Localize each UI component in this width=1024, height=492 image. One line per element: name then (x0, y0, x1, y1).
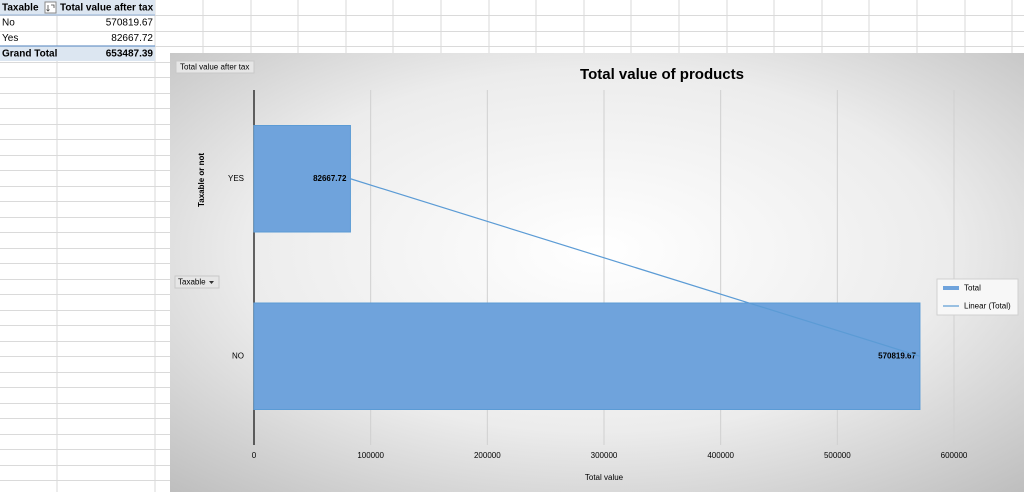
filter-icon (46, 4, 55, 12)
x-axis-title: Total value (585, 473, 624, 482)
bar (253, 302, 921, 410)
dropdown-arrow (209, 281, 214, 284)
row-value: 82667.72 (111, 33, 153, 44)
header-band (0, 0, 155, 15)
bar (253, 125, 351, 233)
header-cell: Total value after tax (60, 3, 154, 14)
y-tick-label: NO (232, 351, 244, 360)
x-tick-label: 300000 (591, 451, 618, 460)
field-button-label: Taxable (178, 278, 206, 287)
x-tick-label: 600000 (941, 451, 968, 460)
legend-box (936, 278, 1019, 316)
row-label: Yes (2, 33, 18, 44)
y-tick-label: YES (228, 174, 244, 183)
x-tick-label: 200000 (474, 451, 501, 460)
x-tick-label: 100000 (357, 451, 384, 460)
field-button[interactable] (174, 275, 220, 289)
total-value: 653487.39 (106, 49, 154, 60)
header-cell: Taxable (2, 3, 39, 14)
legend-swatch (943, 286, 959, 290)
total-band (0, 46, 155, 61)
x-tick-label: 0 (252, 451, 257, 460)
x-tick-label: 400000 (707, 451, 734, 460)
legend-label: Linear (Total) (964, 302, 1011, 311)
data-label: 570819.67 (878, 351, 916, 360)
field-button[interactable] (175, 60, 255, 74)
row-value: 570819.67 (106, 18, 154, 29)
trendline (350, 178, 921, 357)
field-button-label: Total value after tax (180, 63, 249, 72)
data-label: 82667.72 (313, 174, 347, 183)
total-label: Grand Total (2, 49, 58, 60)
y-axis-title: Taxable or not (197, 153, 206, 207)
chart-title: Total value of products (580, 66, 744, 83)
filter-button[interactable] (44, 1, 57, 14)
chart-area[interactable] (170, 53, 1024, 492)
legend-label: Total (964, 284, 981, 293)
x-tick-label: 500000 (824, 451, 851, 460)
row-label: No (2, 18, 15, 29)
